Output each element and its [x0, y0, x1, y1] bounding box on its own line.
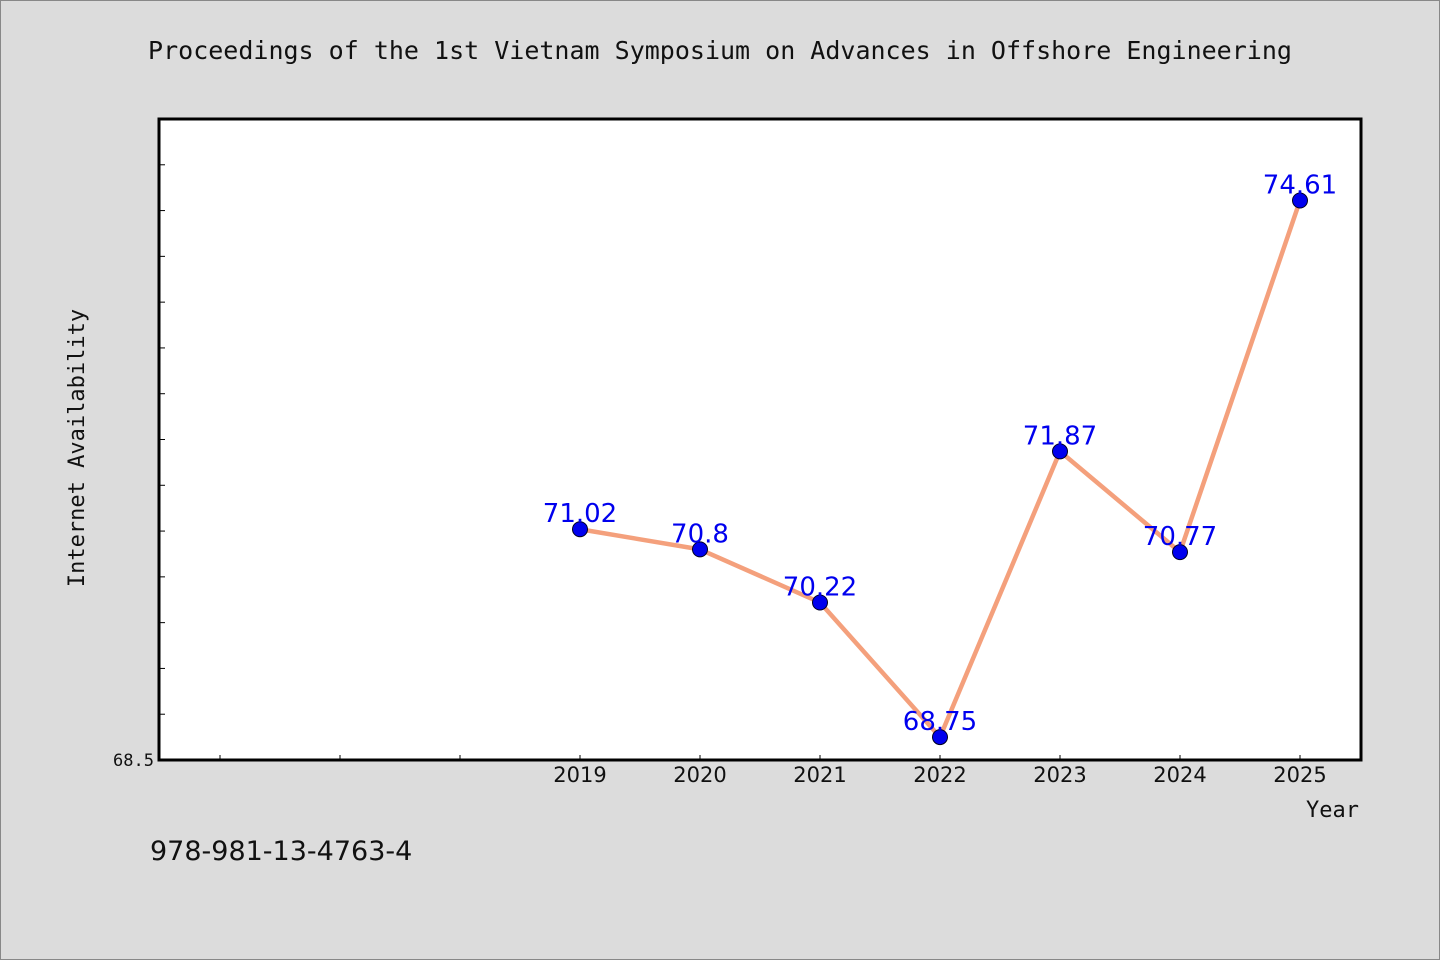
data-points — [572, 192, 1308, 746]
data-label-2022: 68.75 — [903, 707, 977, 737]
data-label-2023: 71.87 — [1023, 421, 1097, 451]
x-tick-label-2022: 2022 — [913, 763, 966, 787]
x-axis-ticks: 2019 2020 2021 2022 2023 2024 2025 — [219, 755, 1327, 787]
data-label-2021: 70.22 — [783, 572, 857, 602]
chart-title: Proceedings of the 1st Vietnam Symposium… — [148, 36, 1292, 65]
data-point-2022 — [932, 729, 948, 746]
data-point-2024 — [1172, 544, 1188, 561]
x-tick-label-2021: 2021 — [793, 763, 846, 787]
data-label-2019: 71.02 — [543, 499, 617, 529]
x-axis-label: Year — [1306, 798, 1359, 823]
data-point-2020 — [692, 541, 708, 558]
y-axis-ticks: 68.5 — [113, 118, 165, 771]
x-tick-label-2019: 2019 — [553, 763, 606, 787]
x-tick-label-2020: 2020 — [673, 763, 726, 787]
y-axis-label: Internet Availability — [65, 309, 90, 587]
y-tick-label: 68.5 — [113, 751, 154, 771]
x-tick-label-2025: 2025 — [1273, 763, 1326, 787]
data-point-2019 — [572, 521, 588, 538]
data-label-2025: 74.61 — [1263, 170, 1337, 200]
x-tick-label-2024: 2024 — [1153, 763, 1206, 787]
isbn-footer: 978-981-13-4763-4 — [150, 836, 413, 867]
data-point-2023 — [1052, 443, 1068, 460]
data-point-2025 — [1292, 192, 1308, 209]
data-labels: 71.02 70.8 70.22 68.75 71.87 70.77 74.61 — [543, 170, 1337, 737]
data-point-2021 — [812, 594, 828, 611]
x-tick-label-2023: 2023 — [1033, 763, 1086, 787]
data-label-2020: 70.8 — [671, 519, 729, 549]
data-label-2024: 70.77 — [1143, 522, 1217, 552]
plot-area — [157, 117, 1363, 762]
